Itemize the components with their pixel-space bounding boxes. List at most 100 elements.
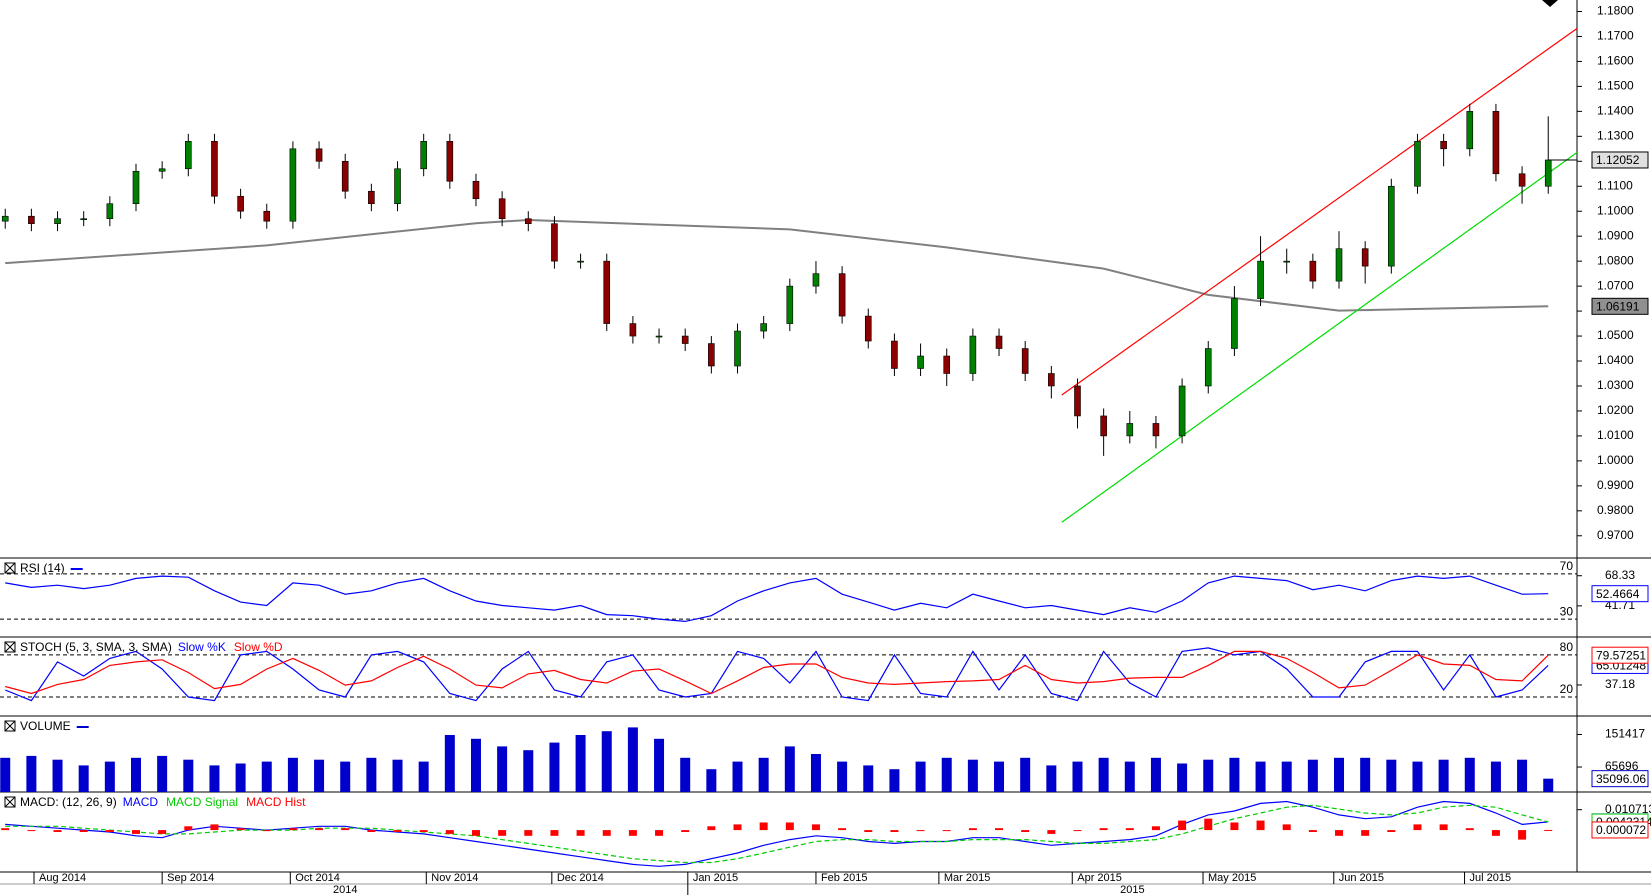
volume-bar <box>130 757 141 792</box>
y-tick-label: 1.1500 <box>1597 79 1634 93</box>
level-label: 80 <box>1560 640 1574 654</box>
y-tick-label: 37.18 <box>1605 677 1635 691</box>
hist-bar <box>1465 828 1474 831</box>
candle-body <box>80 218 87 221</box>
volume-bar <box>758 757 769 792</box>
hist-bar <box>105 830 114 832</box>
candle-body <box>1021 348 1029 374</box>
hist-bar <box>864 830 873 832</box>
hist-bar <box>471 830 480 836</box>
candle-body <box>1178 385 1186 437</box>
hist-bar <box>1125 828 1134 831</box>
hist-bar <box>210 824 219 831</box>
hist-bar <box>1230 822 1239 831</box>
volume-bar <box>392 759 403 792</box>
candle-body <box>708 343 715 367</box>
volume-bar <box>1412 761 1423 792</box>
hist-bar <box>942 830 951 832</box>
candle-body <box>446 141 454 182</box>
hist-bar <box>707 826 716 831</box>
candle-body <box>838 273 846 317</box>
hist-bar <box>1204 818 1213 831</box>
candle-body <box>1 215 9 222</box>
volume-bar <box>78 765 89 792</box>
hist-bar <box>1073 830 1082 832</box>
candle-body <box>315 148 323 162</box>
hist-bar <box>1361 830 1370 836</box>
hist-bar <box>1413 824 1422 831</box>
x-tick-label: Jun 2015 <box>1339 872 1384 884</box>
candle-body <box>1152 423 1160 437</box>
y-tick-label: 1.1400 <box>1597 104 1634 118</box>
level-label: 30 <box>1560 604 1574 618</box>
volume-bar <box>994 761 1005 792</box>
candle-body <box>760 323 767 332</box>
hist-bar <box>995 828 1004 831</box>
volume-bar <box>314 759 325 792</box>
volume-bar <box>0 757 11 792</box>
candle-body <box>158 168 166 172</box>
hist-bar <box>1518 830 1527 840</box>
y-tick-label: 1.1300 <box>1597 128 1634 142</box>
volume-bar <box>1098 757 1109 792</box>
candle-body <box>1100 415 1107 437</box>
candle-body <box>969 335 977 374</box>
x-tick-label: Feb 2015 <box>821 872 867 884</box>
candle-body <box>1074 385 1081 417</box>
panel-close-icon <box>4 796 16 808</box>
y-tick-label: 1.0800 <box>1597 253 1634 267</box>
hist-bar <box>733 824 742 831</box>
candle-body <box>341 160 349 192</box>
volume-bar <box>1307 759 1318 792</box>
panel-title: MACD: (12, 26, 9) <box>20 795 117 809</box>
value-box <box>1591 585 1649 603</box>
y-tick-label: 1.1800 <box>1597 4 1634 18</box>
value-label: 52.4664 <box>1596 587 1640 601</box>
y-tick-label: 1.0300 <box>1597 378 1634 392</box>
volume-bar <box>1386 759 1397 792</box>
panel-close-icon <box>4 641 16 653</box>
x-tick-label: Jan 2015 <box>693 872 738 884</box>
legend-entry: MACD Hist <box>246 795 306 809</box>
hist-bar <box>576 830 585 836</box>
candle-body <box>917 355 924 369</box>
volume-bar <box>1124 761 1135 792</box>
candle-body <box>943 355 951 374</box>
volume-bar <box>444 735 455 792</box>
volume-bar <box>52 759 63 792</box>
candle-body <box>864 315 872 342</box>
hist-bar <box>1047 830 1056 834</box>
volume-bar <box>287 757 298 792</box>
x-tick-label: Jul 2015 <box>1470 872 1512 884</box>
candle-body <box>289 148 297 222</box>
candle-body <box>655 335 663 338</box>
legend-entry: MACD <box>123 795 159 809</box>
volume-bar <box>967 759 978 792</box>
volume-bar <box>1281 761 1292 792</box>
value-box <box>1591 297 1649 315</box>
candle-body <box>995 335 1003 349</box>
candle-body <box>1257 260 1264 299</box>
volume-bar <box>1072 761 1083 792</box>
volume-bar <box>1543 778 1554 792</box>
y-tick-label: 0.0107133 <box>1605 802 1651 816</box>
value-box <box>1591 151 1649 169</box>
volume-bar <box>340 761 351 792</box>
candle-body <box>1518 173 1526 187</box>
legend-entry: Slow %D <box>234 640 283 654</box>
hist-bar <box>524 830 533 836</box>
candle-body <box>420 141 427 170</box>
hist-bar <box>759 822 768 831</box>
candle-body <box>498 198 506 220</box>
moving-average <box>5 218 1549 312</box>
volume-bar <box>1490 761 1501 792</box>
value-label: 1.12052 <box>1596 153 1640 167</box>
candle-body <box>551 223 558 262</box>
corner-marker <box>1542 0 1558 7</box>
value-label: 1.06191 <box>1596 299 1640 313</box>
hist-bar <box>681 830 690 832</box>
hist-bar <box>236 828 245 831</box>
volume-bar <box>1334 757 1345 792</box>
hist-bar <box>367 830 376 832</box>
